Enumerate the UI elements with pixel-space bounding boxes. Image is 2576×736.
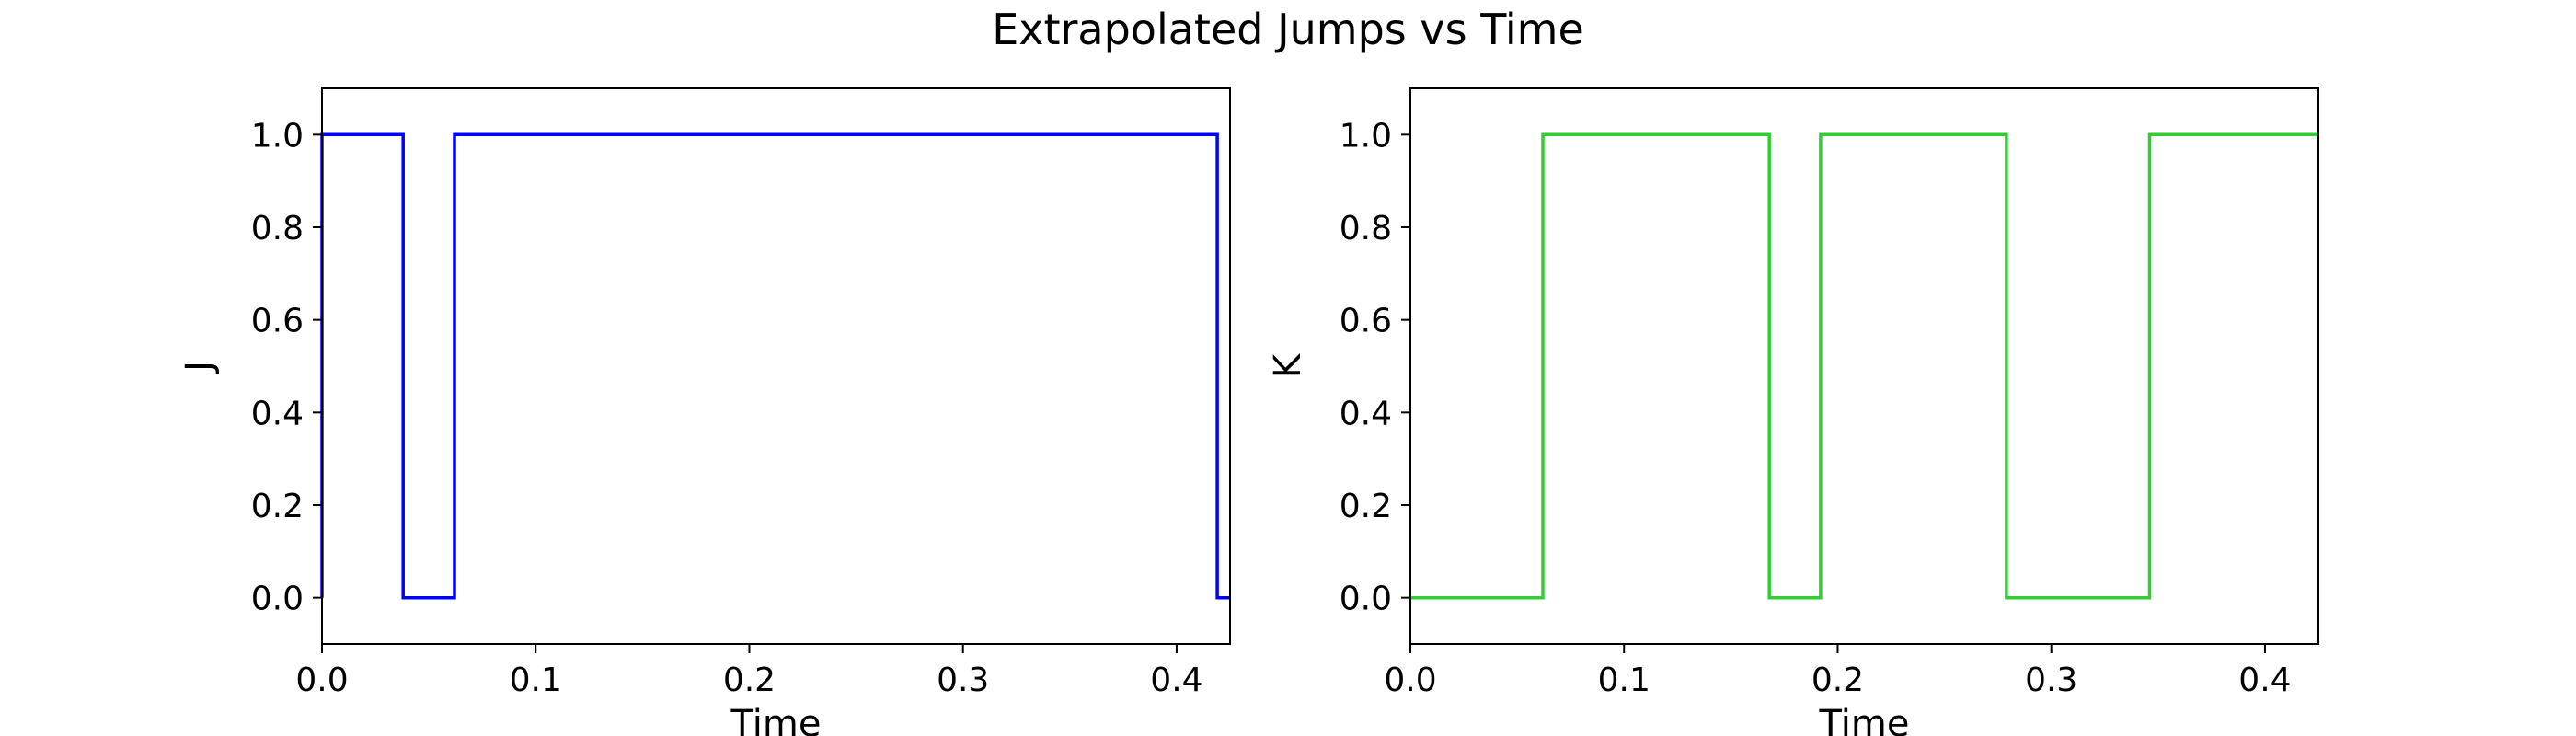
series-line-j — [320, 132, 1230, 600]
x-tick-label-j: 0.3 — [937, 661, 989, 699]
series-line-k — [1410, 132, 2318, 600]
x-tick-label-k: 0.2 — [1811, 661, 1864, 699]
y-tick-label-j: 0.4 — [251, 395, 304, 432]
y-tick-label-j: 0.2 — [251, 488, 304, 525]
y-tick-label-k: 1.0 — [1340, 117, 1392, 155]
axes-frame-k — [1409, 87, 2319, 645]
y-axis-label-k: K — [1267, 352, 1309, 378]
y-tick-label-k: 0.0 — [1340, 581, 1392, 618]
y-tick-label-k: 0.6 — [1340, 303, 1392, 340]
x-tick-label-j: 0.1 — [510, 661, 562, 699]
x-tick-label-j: 0.2 — [723, 661, 776, 699]
x-tick-label-j: 0.4 — [1150, 661, 1202, 699]
y-tick-label-k: 0.8 — [1340, 210, 1392, 247]
y-tick-label-j: 0.6 — [251, 303, 304, 340]
figure-title: Extrapolated Jumps vs Time — [992, 5, 1584, 54]
x-tick-label-k: 0.3 — [2025, 661, 2077, 699]
x-tick-label-j: 0.0 — [295, 661, 348, 699]
x-axis-label-j: Time — [730, 703, 822, 736]
y-tick-label-k: 0.4 — [1340, 395, 1392, 432]
y-tick-label-k: 0.2 — [1340, 488, 1392, 525]
y-tick-label-j: 1.0 — [251, 117, 304, 155]
x-axis-label-k: Time — [1819, 703, 1910, 736]
y-tick-label-j: 0.0 — [251, 581, 304, 618]
x-tick-label-k: 0.4 — [2238, 661, 2291, 699]
axes-frame-j — [321, 87, 1231, 645]
y-tick-label-j: 0.8 — [251, 210, 304, 247]
x-tick-label-k: 0.0 — [1384, 661, 1436, 699]
chart-panel-j: 0.0 0.1 0.2 0.3 0.4 0.0 0.2 0.4 0.6 0.8 1.0 Time J — [178, 87, 1231, 736]
x-tick-label-k: 0.1 — [1598, 661, 1650, 699]
y-axis-label-j: J — [178, 361, 221, 374]
chart-panel-k: 0.0 0.1 0.2 0.3 0.4 0.0 0.2 0.4 0.6 0.8 1.0 Time K — [1267, 87, 2319, 736]
